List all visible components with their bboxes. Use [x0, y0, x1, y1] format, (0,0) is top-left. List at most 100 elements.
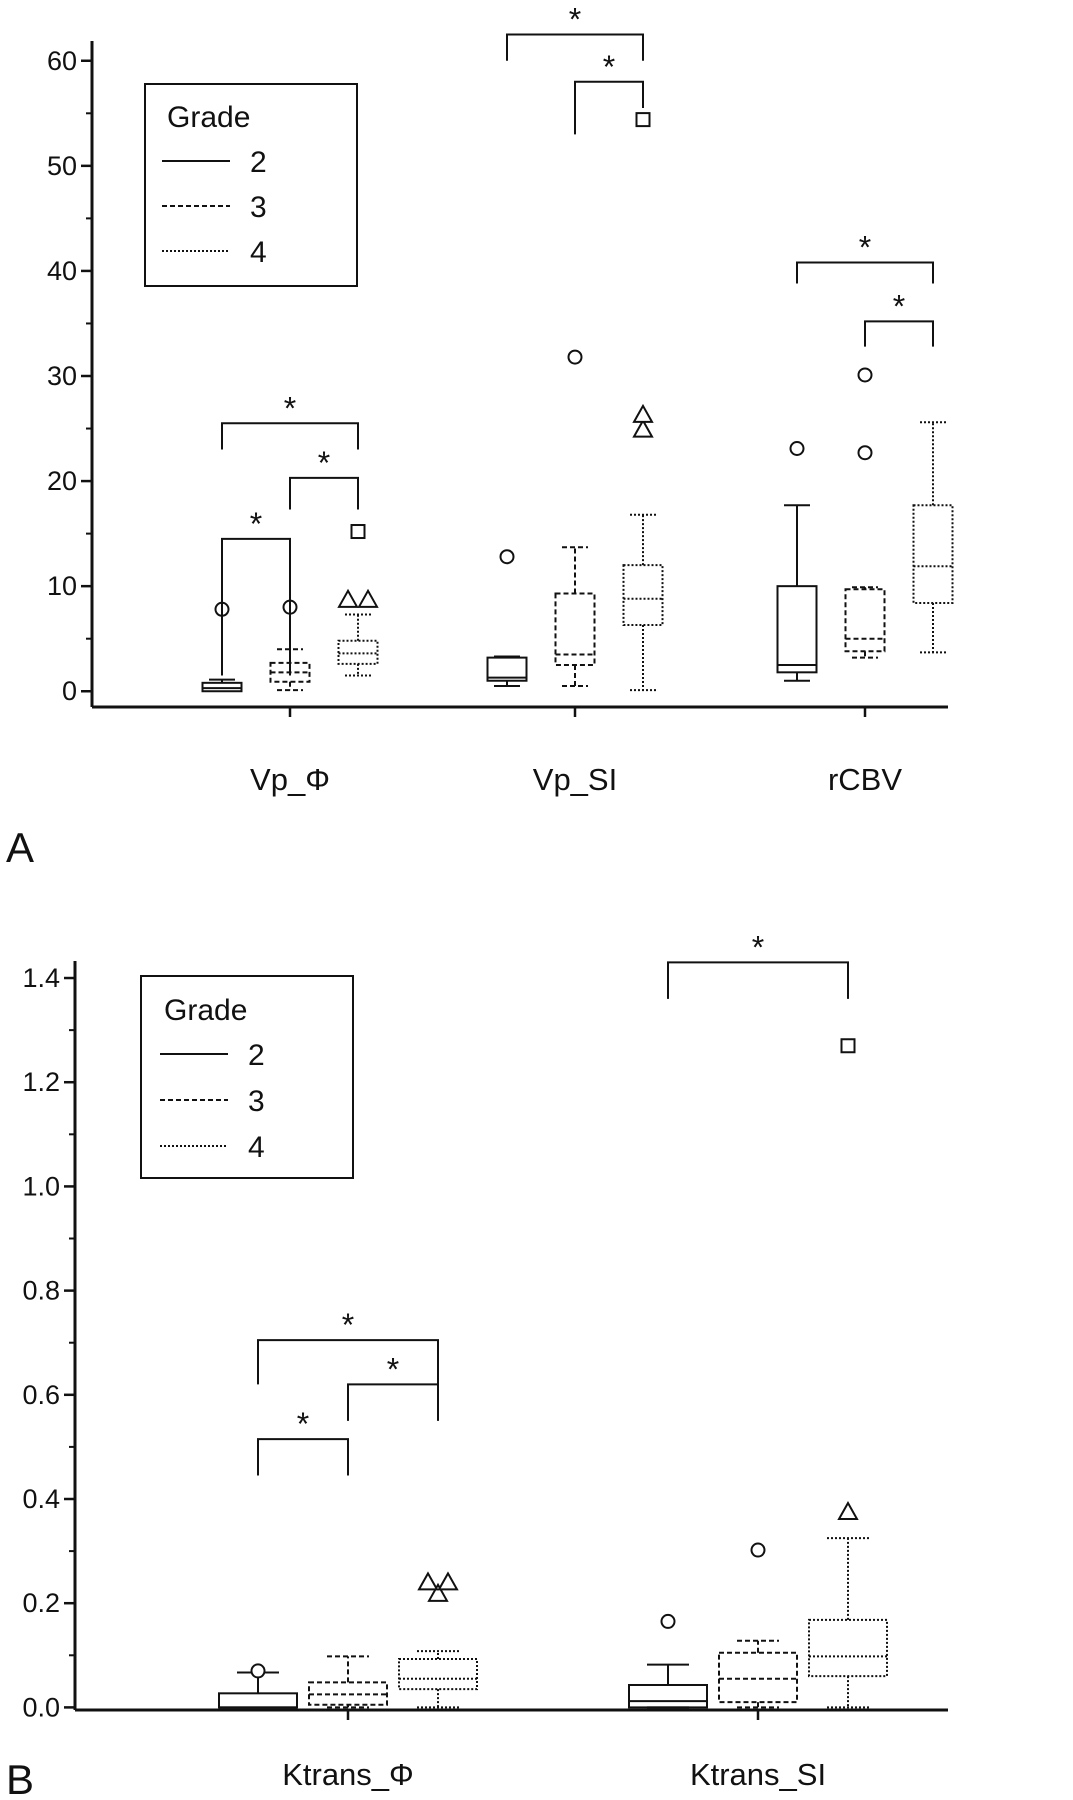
outlier-circle: [789, 441, 805, 457]
significance-star: *: [859, 230, 871, 266]
y-tick-label: 1.0: [22, 1171, 60, 1201]
significance-star: *: [318, 445, 330, 481]
panel-a-label: A: [6, 824, 34, 871]
box-rcbv-grade-2: [776, 441, 818, 682]
significance-bracket: *: [574, 49, 644, 135]
legend-frame: [140, 975, 354, 1179]
outlier-square: [635, 112, 651, 128]
box-vp-si-grade-3: [554, 349, 596, 687]
outlier-circle: [499, 549, 515, 565]
outlier-triangle: [632, 403, 654, 423]
iqr-box: [308, 1681, 388, 1706]
outlier-square: [840, 1038, 856, 1054]
y-tick-label: 20: [47, 466, 77, 496]
iqr-box: [776, 585, 818, 674]
iqr-box: [912, 504, 954, 604]
bracket-line: [221, 422, 359, 450]
y-tick-label: 30: [47, 361, 77, 391]
outlier-circle: [250, 1663, 266, 1679]
legend-entry-grade-3: 3: [248, 1085, 265, 1118]
legend-entry-grade-3: 3: [250, 191, 267, 224]
x-category-label: Ktrans_Φ: [282, 1757, 414, 1792]
y-tick-label: 40: [47, 256, 77, 286]
legend-title: Grade: [164, 994, 247, 1027]
outlier-circle: [857, 367, 873, 383]
panel-b-legend: Grade 2 3 4: [140, 975, 354, 1179]
y-tick-label: 1.4: [22, 963, 60, 993]
outlier-circle: [567, 349, 583, 365]
box-vp-si-grade-4: [622, 112, 664, 692]
iqr-box: [554, 592, 596, 666]
outlier-triangle: [837, 1500, 859, 1521]
x-category-label: Vp_SI: [533, 762, 617, 797]
outlier-triangle: [357, 588, 379, 608]
box-rcbv-grade-3: [844, 367, 886, 659]
bracket-line: [506, 33, 644, 61]
legend-entry-grade-4: 4: [248, 1131, 265, 1164]
x-category-label: Ktrans_SI: [690, 1757, 826, 1792]
significance-bracket: *: [347, 1351, 439, 1421]
significance-bracket: *: [506, 1, 644, 61]
significance-star: *: [297, 1406, 309, 1442]
legend-entry-grade-4: 4: [250, 236, 267, 269]
bracket-line: [257, 1339, 439, 1385]
bracket-line: [289, 476, 359, 510]
bracket-line: [221, 537, 291, 676]
box-ktrans-si-grade-3: [718, 1542, 798, 1709]
y-tick-label: 60: [47, 46, 77, 76]
outlier-triangle: [337, 588, 359, 608]
iqr-box: [808, 1618, 888, 1678]
bracket-line: [574, 80, 644, 135]
significance-bracket: *: [221, 506, 291, 676]
iqr-box: [398, 1657, 478, 1691]
significance-star: *: [893, 288, 905, 324]
y-tick-label: 0.2: [22, 1588, 60, 1618]
panel-a-plot: 0 10 20 30 40 50 60 Vp_Φ Vp_SI rCBV * * * * * * *: [47, 1, 954, 797]
box-ktrans-si-grade-2: [628, 1613, 708, 1709]
significance-bracket: *: [796, 230, 934, 284]
significance-star: *: [250, 506, 262, 542]
outlier-triangle: [437, 1571, 459, 1591]
significance-star: *: [603, 49, 615, 85]
legend-entry-grade-2: 2: [250, 146, 267, 179]
iqr-box: [622, 564, 664, 627]
iqr-box: [628, 1683, 708, 1709]
y-tick-label: 0.0: [22, 1692, 60, 1722]
y-tick-label: 0.8: [22, 1276, 60, 1306]
legend-frame: [144, 83, 358, 287]
outlier-square: [350, 524, 366, 540]
bracket-line: [667, 961, 849, 999]
panel-b-plot: 0.0 0.2 0.4 0.6 0.8 1.0 1.2 1.4 Ktrans_Φ Ktrans_S…: [22, 929, 948, 1792]
significance-bracket: *: [667, 929, 849, 999]
box-ktrans-grade-3: [308, 1655, 388, 1709]
x-category-label: Vp_Φ: [250, 762, 330, 797]
significance-star: *: [569, 1, 581, 37]
significance-star: *: [342, 1307, 354, 1343]
panel-a: 0 10 20 30 40 50 60 Vp_Φ Vp_SI rCBV * * * * * * * A Grad…: [6, 1, 954, 871]
bracket-line: [347, 1383, 439, 1421]
y-tick-label: 1.2: [22, 1067, 60, 1097]
y-tick-label: 10: [47, 571, 77, 601]
y-tick-label: 50: [47, 151, 77, 181]
iqr-box: [844, 588, 886, 653]
box-vp-grade-4: [337, 524, 379, 677]
outlier-triangle: [632, 418, 654, 438]
iqr-box: [486, 656, 528, 682]
legend-entry-grade-2: 2: [248, 1039, 265, 1072]
panel-b-label: B: [6, 1756, 34, 1800]
box-rcbv-grade-4: [912, 421, 954, 654]
y-tick-label: 0.4: [22, 1484, 60, 1514]
box-ktrans-grade-4: [398, 1571, 478, 1709]
panel-b: 0.0 0.2 0.4 0.6 0.8 1.0 1.2 1.4 Ktrans_Φ Ktrans_S…: [6, 929, 948, 1800]
y-tick-label: 0: [62, 676, 77, 706]
y-tick-label: 0.6: [22, 1380, 60, 1410]
iqr-box: [201, 681, 243, 693]
legend-title: Grade: [167, 101, 250, 134]
significance-star: *: [752, 929, 764, 965]
box-vp-si-grade-2: [486, 549, 528, 687]
significance-bracket: *: [257, 1307, 439, 1385]
significance-bracket: *: [221, 390, 359, 450]
bracket-line: [257, 1438, 349, 1476]
